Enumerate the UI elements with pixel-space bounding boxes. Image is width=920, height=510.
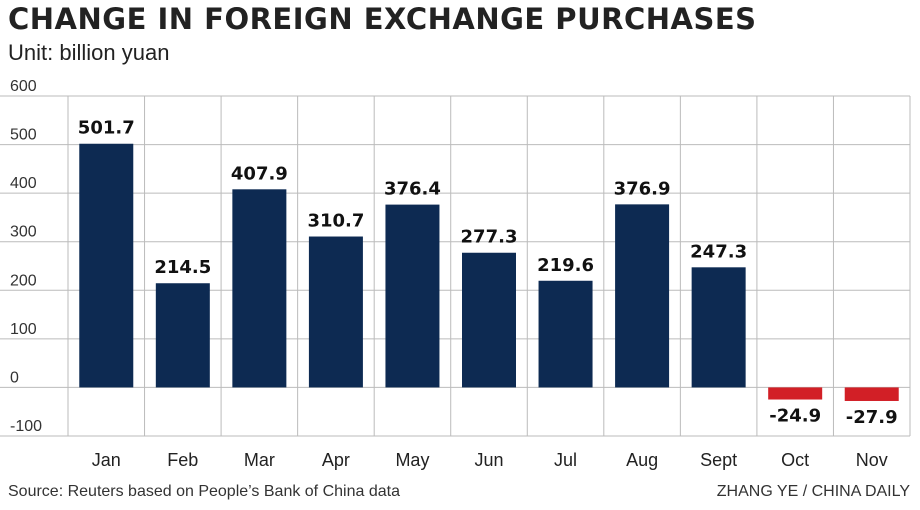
- grid-lines: [0, 95, 911, 437]
- x-tick-label: Mar: [244, 450, 275, 470]
- data-label: -24.9: [769, 406, 821, 427]
- bar-jun: [462, 252, 516, 388]
- y-tick-label: 500: [10, 127, 37, 144]
- bar-nov: [844, 387, 899, 401]
- x-axis-labels: Jan Feb Mar Apr May Jun Jul Aug Sept Oct Nov: [92, 450, 888, 470]
- chart-title: CHANGE IN FOREIGN EXCHANGE PURCHASES: [8, 2, 757, 36]
- x-tick-label: Jun: [474, 450, 503, 470]
- data-label: 501.7: [78, 118, 135, 139]
- x-tick-label: Oct: [781, 450, 809, 470]
- credit-line: ZHANG YE / CHINA DAILY: [716, 483, 910, 500]
- source-note: Source: Reuters based on People’s Bank o…: [8, 483, 400, 500]
- bars: [79, 143, 899, 401]
- data-label: 277.3: [461, 227, 518, 248]
- bar-jan: [79, 143, 134, 388]
- data-label: 376.9: [614, 178, 671, 199]
- y-tick-label: 0: [10, 369, 19, 386]
- x-tick-label: Nov: [856, 450, 888, 470]
- data-label: -27.9: [846, 407, 898, 428]
- y-tick-label: 300: [10, 224, 37, 241]
- y-tick-label: 400: [10, 175, 37, 192]
- x-tick-label: Jul: [554, 450, 577, 470]
- data-label: 247.3: [690, 241, 747, 262]
- y-tick-label: -100: [10, 418, 42, 435]
- unit-label: Unit: billion yuan: [8, 40, 170, 65]
- bar-oct: [768, 387, 823, 400]
- data-labels: 501.7 214.5 407.9 310.7 376.4 277.3 219.6 376.9…: [78, 118, 898, 428]
- y-axis-ticks: -100 0 100 200 300 400 500 600: [10, 78, 42, 435]
- bar-sept: [691, 267, 746, 388]
- bar-apr: [308, 236, 363, 388]
- x-tick-label: Apr: [322, 450, 350, 470]
- bar-feb: [155, 283, 210, 388]
- data-label: 310.7: [307, 211, 364, 232]
- bar-may: [385, 204, 440, 388]
- y-tick-label: 100: [10, 321, 37, 338]
- data-label: 376.4: [384, 179, 441, 200]
- x-tick-label: Aug: [626, 450, 658, 470]
- bar-chart: -100 0 100 200 300 400 500 600 501.7 214.5 407.9 3…: [0, 78, 911, 470]
- bar-mar: [232, 189, 287, 388]
- y-tick-label: 600: [10, 78, 37, 95]
- y-tick-label: 200: [10, 272, 37, 289]
- bar-jul: [538, 280, 593, 388]
- bar-aug: [615, 204, 670, 388]
- data-label: 214.5: [154, 257, 211, 278]
- data-label: 219.6: [537, 255, 594, 276]
- x-tick-label: May: [395, 450, 429, 470]
- x-tick-label: Feb: [167, 450, 198, 470]
- x-tick-label: Jan: [92, 450, 121, 470]
- data-label: 407.9: [231, 163, 288, 184]
- x-tick-label: Sept: [700, 450, 737, 470]
